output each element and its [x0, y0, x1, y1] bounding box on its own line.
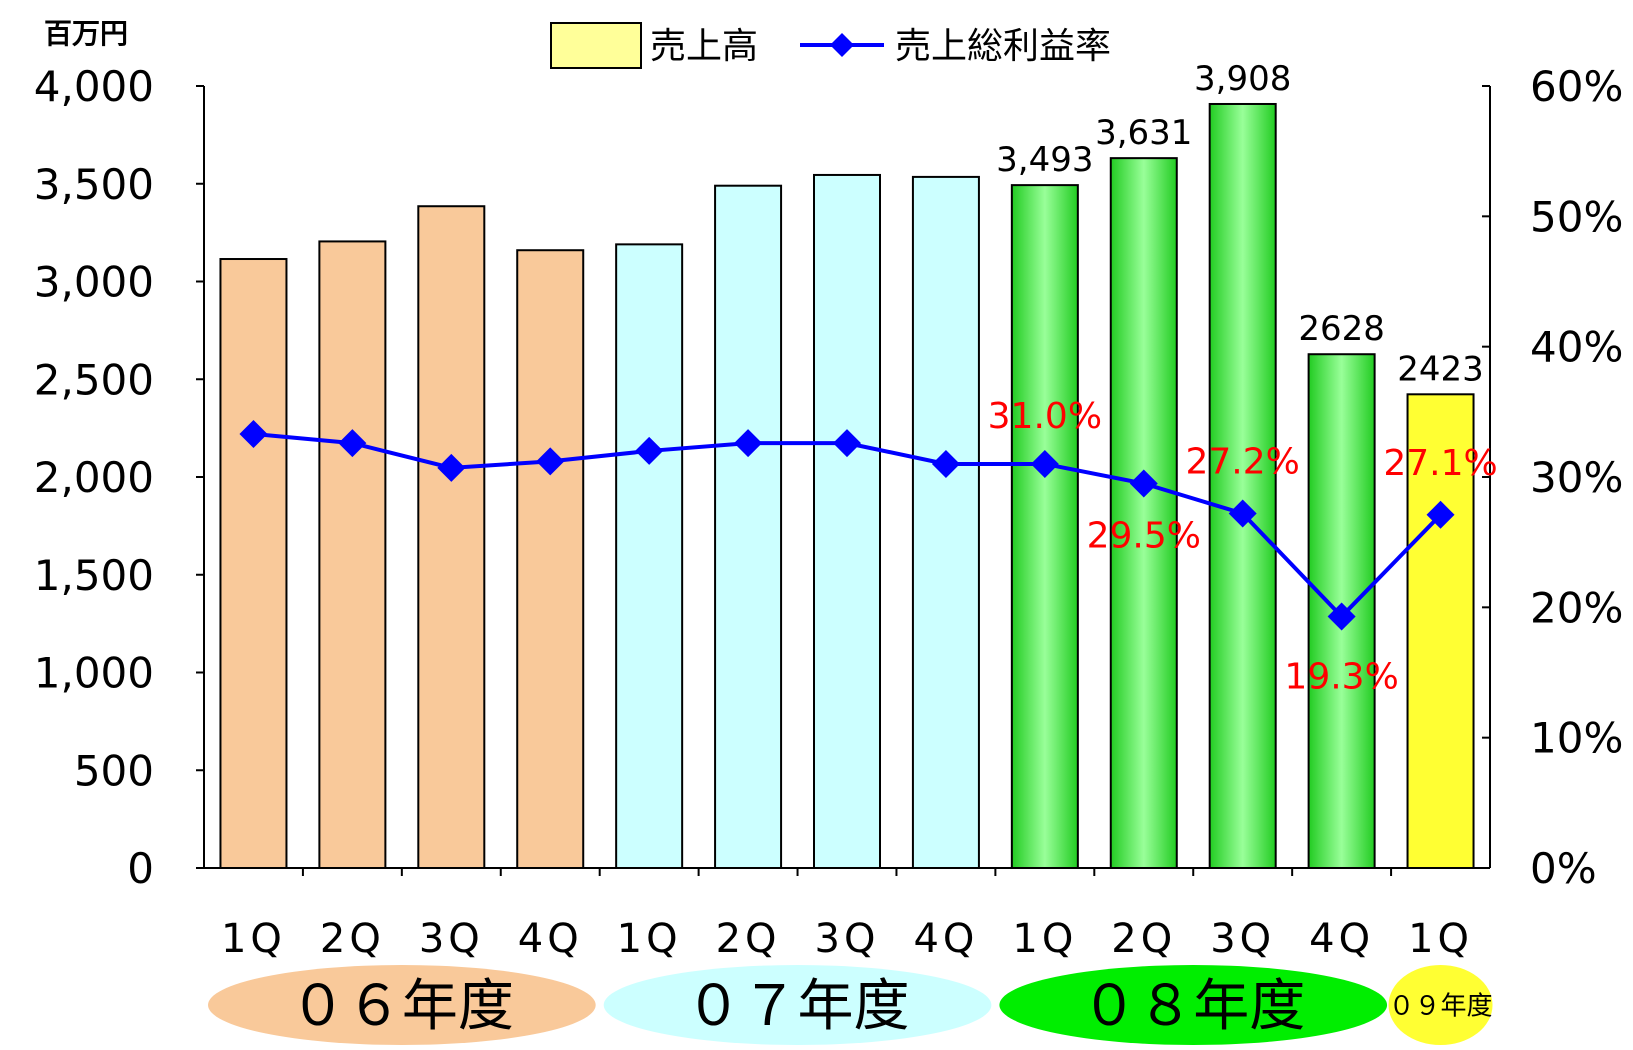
- margin-point-4: [536, 447, 565, 476]
- bars-layer: [219, 102, 1475, 870]
- margin-point-1: [239, 419, 268, 448]
- fiscal-year-layer: ０６年度 ０７年度 ０８年度 ０９年度: [208, 965, 1493, 1045]
- bar-10: [1109, 157, 1178, 869]
- fiscal-year-label: ０９年度: [1389, 991, 1493, 1021]
- bar-data-label: 3,493: [996, 140, 1093, 180]
- margin-point-6: [734, 429, 763, 458]
- legend-label-margin: 売上総利益率: [895, 26, 1111, 67]
- fiscal-year-badge: [1388, 965, 1493, 1045]
- y-right-tick-label: 60%: [1530, 62, 1623, 111]
- y-left-tick-label: 1,000: [34, 649, 154, 698]
- y-left-tick-label: 2,000: [34, 453, 154, 502]
- x-tick-label: 3Q: [1210, 916, 1275, 962]
- y-left-tick-label: 1,500: [34, 551, 154, 600]
- y-axis-unit-label: 百万円: [44, 17, 128, 50]
- y-right-tick-label: 20%: [1530, 583, 1623, 632]
- fiscal-year-badge: [999, 965, 1388, 1045]
- margin-point-5: [635, 436, 664, 465]
- bar-data-label: 2628: [1298, 309, 1385, 349]
- bar-4: [516, 249, 585, 870]
- y-right-tick-label: 30%: [1530, 453, 1623, 502]
- legend-label-sales: 売上高: [650, 26, 758, 67]
- bar-1: [219, 258, 288, 869]
- fiscal-year-label: ０８年度: [1081, 974, 1305, 1039]
- axes-layer: 0 500 1,000 1,500 2,000 2,500 3,000 3,500 4,000 0…: [34, 62, 1624, 962]
- line-layer: [239, 419, 1455, 631]
- fiscal-year-label: ０７年度: [686, 974, 910, 1039]
- bar-2: [318, 240, 387, 870]
- y-left-tick-label: 3,500: [34, 160, 154, 209]
- bar-13: [1406, 393, 1475, 869]
- y-right-tick-label: 0%: [1530, 844, 1597, 893]
- margin-data-label: 19.3%: [1284, 656, 1398, 697]
- bar-data-label: 3,908: [1194, 59, 1291, 99]
- margin-point-7: [833, 429, 861, 458]
- x-tick-label: 2Q: [716, 916, 781, 962]
- x-tick-label: 4Q: [1309, 916, 1374, 962]
- x-tick-label: 2Q: [320, 916, 385, 962]
- bar-5: [615, 243, 684, 870]
- margin-data-label: 31.0%: [988, 396, 1102, 437]
- margin-data-label: 29.5%: [1087, 516, 1201, 557]
- y-left-tick-label: 500: [74, 746, 154, 795]
- legend-marker-margin: [830, 33, 854, 57]
- bar-8: [911, 175, 980, 870]
- y-right-tick-label: 10%: [1530, 714, 1623, 763]
- y-right-tick-label: 50%: [1530, 192, 1623, 241]
- x-tick-label: 2Q: [1111, 916, 1176, 962]
- bar-9: [1010, 184, 1079, 869]
- x-tick-label: 3Q: [419, 916, 484, 962]
- x-tick-label: 4Q: [913, 916, 978, 962]
- margin-point-8: [931, 449, 960, 478]
- legend-swatch-sales: [550, 22, 642, 69]
- y-left-tick-label: 4,000: [34, 62, 154, 111]
- margin-point-13: [1426, 500, 1455, 529]
- bar-11: [1208, 102, 1277, 869]
- bar-3: [417, 205, 486, 870]
- fiscal-year-badge: [603, 965, 992, 1045]
- margin-point-3: [437, 453, 466, 482]
- x-tick-label: 3Q: [815, 916, 880, 962]
- fiscal-year-label: ０６年度: [290, 974, 514, 1039]
- y-left-tick-label: 0: [127, 844, 154, 893]
- x-tick-label: 1Q: [1012, 916, 1077, 962]
- y-right-tick-label: 40%: [1530, 323, 1623, 372]
- margin-point-11: [1228, 499, 1257, 528]
- x-tick-label: 1Q: [221, 916, 286, 962]
- margin-data-label: 27.2%: [1186, 441, 1300, 482]
- margin-point-10: [1129, 469, 1158, 498]
- bar-7: [813, 173, 881, 869]
- x-tick-label: 1Q: [617, 916, 682, 962]
- margin-point-12: [1327, 602, 1356, 631]
- bar-data-label: 3,631: [1095, 113, 1192, 153]
- bar-data-label: 2423: [1397, 349, 1484, 389]
- legend: 売上高 売上総利益率: [550, 22, 1111, 69]
- x-tick-label: 1Q: [1408, 916, 1473, 962]
- fiscal-year-badge: [208, 965, 596, 1045]
- bar-6: [714, 184, 783, 869]
- margin-point-2: [338, 429, 367, 458]
- y-left-tick-label: 3,000: [34, 258, 154, 307]
- x-tick-label: 4Q: [518, 916, 583, 962]
- y-left-tick-label: 2,500: [34, 355, 154, 404]
- margin-data-label: 27.1%: [1383, 443, 1497, 484]
- margin-point-9: [1030, 449, 1059, 478]
